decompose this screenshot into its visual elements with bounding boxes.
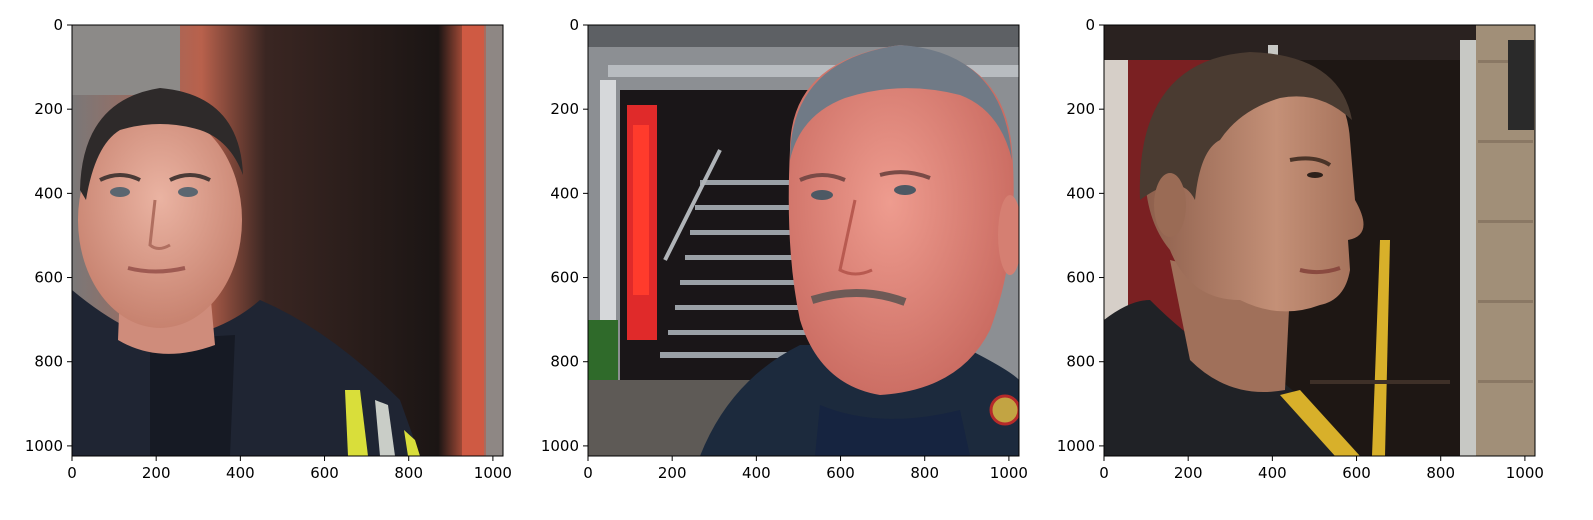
- axes-frame: [71, 24, 504, 457]
- image-panel-3: [1104, 25, 1535, 456]
- axes-frame: [587, 24, 1020, 457]
- x-tick-label: 0: [583, 464, 593, 482]
- x-tick-label: 600: [1342, 464, 1371, 482]
- y-tick-label: 1000: [25, 437, 63, 455]
- y-tick-label: 400: [34, 184, 63, 202]
- x-tick-label: 1000: [474, 464, 512, 482]
- y-tick-label: 800: [550, 353, 579, 371]
- image-panel-2: [588, 25, 1019, 456]
- x-tick-label: 200: [142, 464, 171, 482]
- x-tick-label: 800: [394, 464, 423, 482]
- y-tick-label: 800: [34, 353, 63, 371]
- image-panel-1: [72, 25, 503, 456]
- x-tick-label: 800: [910, 464, 939, 482]
- y-tick-label: 600: [550, 269, 579, 287]
- y-tick-label: 1000: [541, 437, 579, 455]
- x-tick-label: 400: [742, 464, 771, 482]
- x-tick-label: 600: [826, 464, 855, 482]
- x-tick-label: 800: [1426, 464, 1455, 482]
- y-tick-label: 400: [550, 184, 579, 202]
- y-tick-label: 1000: [1057, 437, 1095, 455]
- x-tick-label: 200: [1174, 464, 1203, 482]
- x-tick-label: 400: [226, 464, 255, 482]
- x-tick-label: 400: [1258, 464, 1287, 482]
- y-tick-label: 400: [1066, 184, 1095, 202]
- y-tick-label: 200: [550, 100, 579, 118]
- y-tick-label: 600: [34, 269, 63, 287]
- y-tick-label: 0: [53, 16, 63, 34]
- x-tick-label: 200: [658, 464, 687, 482]
- axes-frame: [1103, 24, 1536, 457]
- y-tick-label: 200: [1066, 100, 1095, 118]
- x-tick-label: 600: [310, 464, 339, 482]
- y-tick-label: 0: [1085, 16, 1095, 34]
- y-tick-label: 200: [34, 100, 63, 118]
- y-tick-label: 600: [1066, 269, 1095, 287]
- x-tick-label: 1000: [1506, 464, 1544, 482]
- x-tick-label: 0: [1099, 464, 1109, 482]
- x-tick-label: 0: [67, 464, 77, 482]
- y-tick-label: 800: [1066, 353, 1095, 371]
- y-tick-label: 0: [569, 16, 579, 34]
- x-tick-label: 1000: [990, 464, 1028, 482]
